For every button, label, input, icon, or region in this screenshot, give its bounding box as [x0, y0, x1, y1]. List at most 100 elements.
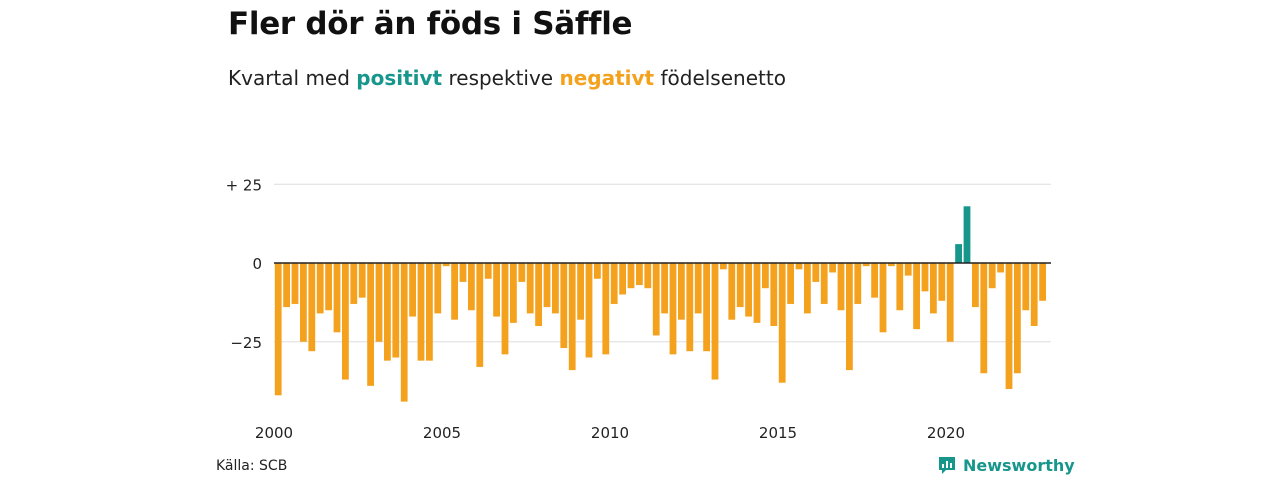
- bar: [955, 244, 962, 263]
- bar: [652, 263, 660, 336]
- bar: [669, 263, 677, 355]
- bar: [442, 263, 450, 267]
- subtitle-positive-word: positivt: [356, 66, 443, 90]
- chart-subtitle: Kvartal med positivt respektive negativt…: [228, 66, 786, 90]
- subtitle-negative-word: negativt: [559, 66, 655, 90]
- x-tick-label: 2015: [759, 424, 797, 442]
- x-tick-label: 2010: [591, 424, 629, 442]
- bar: [703, 263, 710, 352]
- bar: [552, 263, 559, 314]
- bar: [426, 263, 433, 361]
- bar: [459, 263, 467, 282]
- bar: [434, 263, 442, 314]
- subtitle-start: Kvartal med: [228, 66, 357, 90]
- bar: [535, 263, 542, 326]
- bar: [451, 263, 458, 320]
- bar: [543, 263, 551, 308]
- bar: [871, 263, 878, 298]
- x-tick-label: 2005: [423, 424, 461, 442]
- bar: [988, 263, 996, 289]
- bar: [392, 263, 400, 358]
- bar: [325, 263, 332, 311]
- bar: [493, 263, 500, 317]
- x-tick-label: 2020: [927, 424, 965, 442]
- bar: [879, 263, 887, 333]
- bar: [972, 263, 979, 308]
- chart-title: Fler dör än föds i Säffle: [228, 6, 633, 42]
- bar: [560, 263, 568, 349]
- brand-name: Newsworthy: [963, 455, 1075, 475]
- bar: [627, 263, 635, 289]
- bar: [526, 263, 534, 314]
- bar: [913, 263, 920, 330]
- bar: [1039, 263, 1046, 301]
- bar: [921, 263, 929, 292]
- bar: [896, 263, 904, 311]
- brand-logo: Newsworthy: [937, 455, 1075, 475]
- bar: [1014, 263, 1021, 374]
- bar: [409, 263, 416, 317]
- subtitle-end: födelsenetto: [654, 66, 786, 90]
- bar: [820, 263, 828, 304]
- bar: [686, 263, 694, 352]
- subtitle-mid: respektive: [442, 66, 560, 90]
- bar: [636, 263, 643, 286]
- bar: [568, 263, 576, 371]
- bar: [753, 263, 761, 323]
- bar: [308, 263, 316, 352]
- bar: [468, 263, 475, 311]
- bar: [367, 263, 374, 386]
- newsworthy-logo-icon: [939, 457, 955, 474]
- bar: [602, 263, 610, 355]
- bar: [795, 263, 803, 270]
- x-tick-labels: 2000 2005 2010 2015 2020: [255, 424, 965, 442]
- bar: [350, 263, 358, 304]
- bar: [938, 263, 946, 301]
- bar: [946, 263, 954, 342]
- bar: [846, 263, 853, 371]
- bar: [417, 263, 425, 361]
- bar: [274, 263, 282, 396]
- bar: [930, 263, 937, 314]
- bar: [854, 263, 862, 304]
- bar: [610, 263, 618, 304]
- y-tick-label: −25: [230, 334, 262, 352]
- bar: [963, 206, 971, 263]
- y-tick-label: + 25: [226, 176, 262, 194]
- bar: [728, 263, 736, 320]
- bar: [762, 263, 769, 289]
- bar: [585, 263, 593, 358]
- y-tick-label: 0: [252, 255, 262, 273]
- bar: [745, 263, 752, 317]
- bar: [316, 263, 324, 314]
- bar: [1030, 263, 1038, 326]
- bar: [283, 263, 290, 308]
- bar: [375, 263, 383, 342]
- bar: [1005, 263, 1013, 389]
- bar: [997, 263, 1004, 273]
- bar: [904, 263, 912, 276]
- bar: [812, 263, 820, 282]
- bar: [384, 263, 391, 361]
- bar: [333, 263, 341, 333]
- bar: [619, 263, 626, 295]
- bar: [661, 263, 668, 314]
- bar: [862, 263, 870, 267]
- bar: [518, 263, 526, 282]
- y-tick-labels: + 25 0 −25: [226, 176, 262, 352]
- bar: [770, 263, 778, 326]
- bar: [291, 263, 299, 304]
- bar: [1022, 263, 1030, 311]
- bar: [888, 263, 895, 267]
- bar: [778, 263, 786, 383]
- bar: [300, 263, 307, 342]
- bar: [400, 263, 408, 402]
- bar: [678, 263, 685, 320]
- bar: [711, 263, 719, 380]
- bar: [980, 263, 988, 374]
- bar: [510, 263, 517, 323]
- bar: [694, 263, 702, 314]
- bar: [644, 263, 652, 289]
- bar: [720, 263, 727, 270]
- bar: [837, 263, 845, 311]
